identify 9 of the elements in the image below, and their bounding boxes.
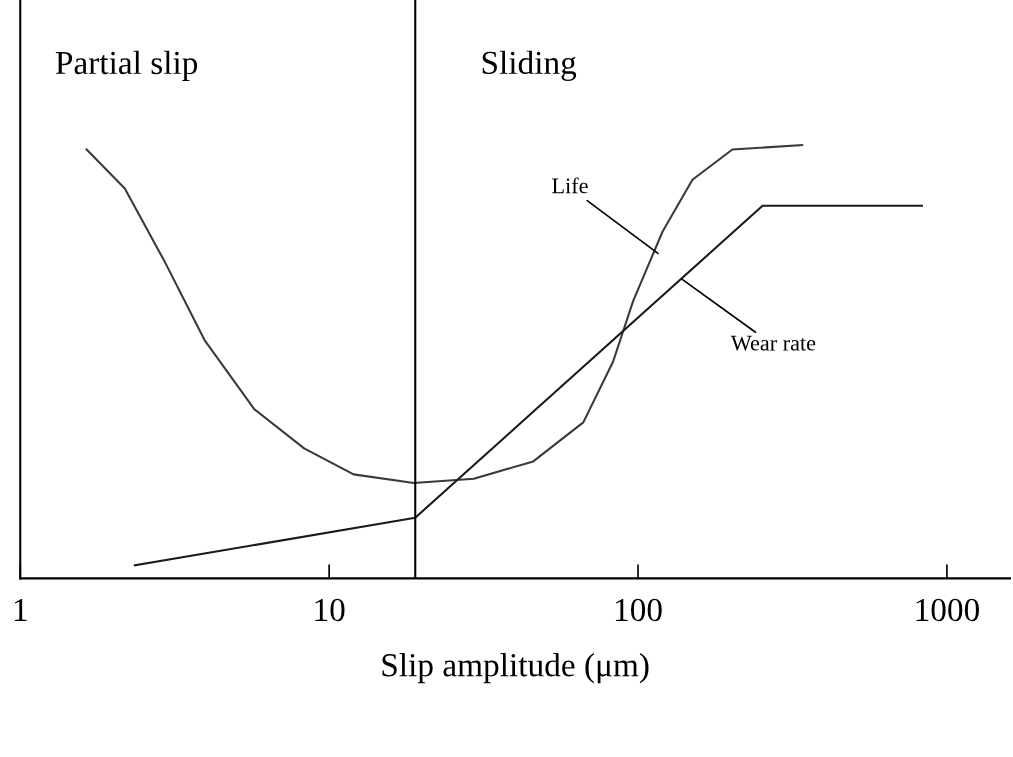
x-tick-label: 1000 (916, 598, 979, 622)
text: Sliding (482, 50, 577, 81)
x-tick-label: 10 (315, 598, 345, 622)
annotation: Life (552, 177, 588, 194)
x-tick-label: 100 (615, 598, 662, 622)
x-tick-label: 1 (14, 598, 27, 621)
text: Partial slip (55, 50, 198, 81)
x-axis-title: Slip amplitude (μm) (382, 653, 649, 684)
annotation: Wear rate (730, 335, 816, 351)
